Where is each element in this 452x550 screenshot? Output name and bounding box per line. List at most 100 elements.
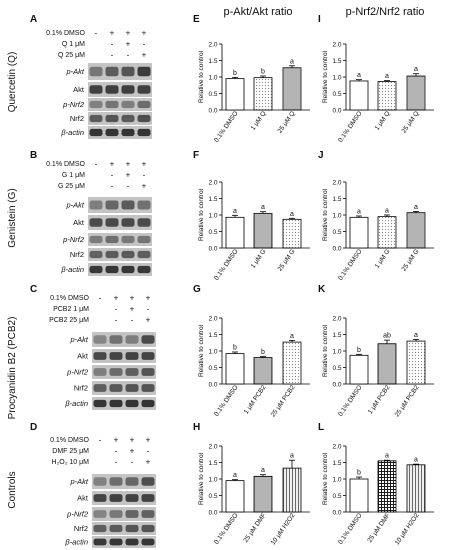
treatment-mark: + [114, 436, 119, 445]
significance-letter: b [261, 69, 265, 76]
blot-strip [88, 263, 152, 276]
blot-panel-a: A Quercetin (Q) 0.1% DMSO - + + + Q 1 μM - + - Q 25… [7, 14, 152, 139]
protein-label: Nrf2 [74, 384, 88, 393]
blot-band [109, 368, 123, 376]
treatment-mark: + [126, 160, 131, 169]
blot-band [93, 384, 107, 392]
blot-band [93, 524, 107, 533]
y-axis-label: Relative to control [322, 324, 329, 377]
blot-band [137, 218, 151, 227]
blot-strip [88, 233, 152, 246]
blot-band [105, 66, 119, 77]
treatment-mark: + [126, 29, 131, 38]
bar [253, 357, 273, 385]
bar [406, 75, 426, 111]
category-label: 1 μM G [250, 248, 268, 270]
treatment-mark: + [130, 294, 135, 303]
y-tick-label: 0.0 [208, 381, 217, 388]
protein-label: p-Akt [69, 335, 88, 344]
blot-band [121, 100, 135, 109]
y-tick-label: 1.5 [208, 58, 217, 65]
category-label: 1 μM Q [374, 110, 392, 132]
significance-letter: b [233, 70, 237, 77]
category-label: 1 μM PCB2 [367, 384, 392, 416]
blot-band [125, 399, 139, 408]
blot-band [109, 399, 123, 408]
significance-letter: a [385, 73, 389, 80]
treatment-mark: + [126, 40, 131, 49]
blot-band [121, 200, 135, 210]
protein-label: Akt [77, 494, 89, 503]
blot-strip [92, 474, 156, 489]
blot-band [93, 494, 107, 502]
y-tick-label: 0.5 [208, 493, 217, 500]
panel-letter: G [193, 284, 201, 295]
treatment-mark: + [146, 316, 151, 325]
y-tick-label: 0.0 [208, 509, 217, 516]
protein-label: p-Akt [69, 477, 88, 486]
blot-band [105, 85, 119, 94]
treatment-label: 0.1% DMSO [50, 295, 89, 302]
blot-strip [92, 507, 156, 521]
y-axis-label: Relative to control [322, 188, 329, 241]
protein-label: Akt [73, 218, 85, 227]
blot-band [141, 368, 155, 376]
blot-band [141, 538, 155, 546]
category-label: 25 μM Q [401, 110, 421, 135]
y-tick-label: 1.5 [208, 460, 217, 467]
category-label: 0.1% DMSO [213, 512, 239, 546]
y-tick-label: 0.0 [208, 245, 217, 252]
y-tick-label: 0.0 [332, 381, 341, 388]
blot-band [125, 477, 139, 486]
blot-strip [92, 491, 156, 505]
treatment-mark: + [110, 160, 115, 169]
y-tick-label: 1.0 [208, 476, 217, 483]
significance-letter: a [414, 332, 418, 339]
significance-letter: b [261, 349, 265, 356]
y-axis-label: Relative to control [198, 188, 205, 241]
blot-strip [92, 332, 156, 347]
treatment-mark: - [115, 458, 118, 467]
blot-band [109, 510, 123, 518]
treatment-label: 0.1% DMSO [50, 437, 89, 444]
bar [406, 212, 426, 249]
blot-band [89, 85, 103, 94]
bar [406, 340, 426, 385]
blot-strip [88, 248, 152, 261]
y-tick-label: 1.0 [332, 348, 341, 355]
blot-band [93, 335, 107, 344]
blot-band [105, 235, 119, 244]
blot-band [121, 218, 135, 227]
category-label: 25 μM DMF [366, 512, 391, 544]
treatment-mark: + [142, 51, 147, 60]
blot-band [109, 494, 123, 502]
protein-label: Nrf2 [70, 114, 84, 123]
y-tick-label: 0.5 [332, 365, 341, 372]
treatment-mark: - [143, 40, 146, 49]
blot-band [105, 114, 119, 123]
protein-label: β-actin [60, 265, 84, 274]
panel-letter: C [30, 284, 37, 295]
y-tick-label: 1.5 [208, 196, 217, 203]
y-tick-label: 0.5 [208, 365, 217, 372]
blot-band [105, 128, 119, 137]
treatment-label: G 1 μM [62, 172, 85, 179]
blot-strip [88, 82, 152, 97]
blot-strip [92, 397, 156, 410]
y-tick-label: 1.5 [332, 332, 341, 339]
treatment-mark: - [131, 316, 134, 325]
significance-letter: b [233, 344, 237, 351]
treatment-mark: - [127, 51, 130, 60]
y-tick-label: 1.0 [208, 212, 217, 219]
protein-label: p-Akt [65, 201, 84, 210]
y-axis-label: Relative to control [198, 50, 205, 103]
blot-band [93, 510, 107, 518]
treatment-mark: - [143, 171, 146, 180]
protein-label: p-Nrf2 [66, 510, 89, 519]
treatment-mark: - [111, 51, 114, 60]
significance-letter: b [357, 347, 361, 354]
western-blot-panels: A Quercetin (Q) 0.1% DMSO - + + + Q 1 μM - + - Q 25… [7, 14, 156, 548]
significance-letter: a [357, 208, 361, 215]
